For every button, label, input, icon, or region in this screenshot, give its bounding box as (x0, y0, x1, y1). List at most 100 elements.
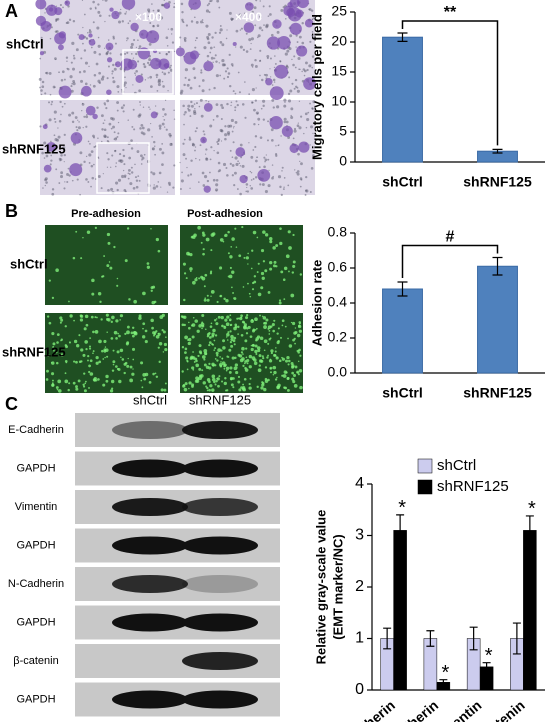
cell-dot (92, 352, 94, 355)
cell-dot (192, 67, 196, 71)
cell-dot (179, 45, 181, 48)
cell-dot (100, 114, 104, 118)
cell-dot (206, 294, 209, 297)
cell-dot (230, 118, 234, 123)
cell-dot (63, 161, 65, 163)
cell-dot (303, 74, 306, 77)
cell-dot (76, 178, 79, 181)
y-tick-label: 5 (339, 123, 347, 139)
zoom-box (96, 142, 150, 194)
cell-dot (110, 320, 113, 324)
cell-dot (150, 227, 152, 230)
cell-dot (191, 383, 195, 387)
cell-dot (296, 172, 300, 176)
cell-dot (221, 357, 224, 360)
cell-dot (297, 122, 299, 124)
cell-dot (93, 163, 95, 166)
cell-dot (154, 331, 157, 334)
blot-band (112, 459, 188, 478)
cell-dot (208, 362, 211, 365)
cell-dot (45, 378, 49, 381)
cell-dot (200, 71, 203, 74)
cell-dot (289, 89, 293, 93)
cell-dot (150, 85, 153, 88)
stained-cell (150, 111, 158, 119)
cell-dot (208, 2, 211, 5)
cell-dot (64, 181, 66, 183)
cell-dot (299, 354, 302, 357)
cell-dot (290, 107, 294, 111)
cell-dot (63, 78, 66, 81)
cell-dot (289, 34, 293, 38)
cell-dot (264, 189, 268, 194)
cell-dot (261, 381, 264, 384)
cell-dot (140, 123, 144, 127)
cell-dot (292, 321, 296, 326)
cell-dot (39, 125, 42, 128)
cell-dot (48, 279, 51, 282)
cell-dot (53, 349, 55, 352)
cell-dot (72, 67, 75, 71)
cell-dot (245, 347, 248, 350)
cell-dot (188, 381, 192, 385)
cell-dot (117, 178, 122, 182)
error-bar (492, 148, 503, 154)
cell-dot (173, 164, 176, 167)
cell-dot (58, 182, 61, 184)
cell-dot (113, 245, 116, 249)
cell-dot (197, 354, 200, 358)
cell-dot (116, 188, 119, 192)
cell-dot (190, 20, 194, 23)
cell-dot (223, 381, 227, 386)
cell-dot (147, 128, 151, 132)
cell-dot (81, 109, 83, 112)
cell-dot (188, 321, 190, 324)
cell-dot (84, 340, 88, 344)
stained-cell (150, 57, 162, 70)
stained-cell (106, 89, 112, 95)
cell-dot (116, 284, 119, 287)
cell-dot (244, 81, 246, 83)
cell-dot (272, 329, 275, 333)
cell-dot (297, 373, 300, 376)
cell-dot (258, 26, 262, 30)
cell-dot (283, 298, 286, 301)
cell-dot (281, 324, 284, 327)
cell-dot (227, 72, 231, 75)
cell-dot (181, 323, 185, 327)
cell-dot (123, 174, 127, 178)
cell-dot (257, 34, 261, 38)
cell-dot (294, 66, 297, 69)
cell-dot (164, 99, 167, 102)
cell-dot (199, 98, 203, 102)
cell-dot (216, 114, 219, 118)
cell-dot (234, 356, 237, 360)
cell-dot (217, 142, 220, 146)
cell-dot (288, 359, 291, 363)
cell-dot (88, 345, 92, 348)
cell-dot (124, 76, 126, 79)
cell-dot (75, 230, 78, 233)
cell-dot (233, 297, 235, 299)
stained-cell (274, 64, 289, 79)
cell-dot (83, 327, 87, 331)
cell-dot (303, 69, 307, 73)
cell-dot (280, 193, 283, 197)
cell-dot (84, 382, 87, 385)
cell-dot (50, 140, 52, 143)
cell-dot (255, 0, 258, 2)
cell-dot (59, 3, 62, 7)
cell-dot (126, 330, 130, 335)
cell-dot (277, 327, 280, 330)
cell-dot (222, 162, 227, 166)
cell-dot (180, 179, 184, 183)
cell-dot (125, 11, 128, 13)
cell-dot (152, 172, 156, 176)
cell-dot (220, 129, 224, 133)
cell-dot (264, 377, 268, 381)
cell-dot (228, 11, 232, 15)
cell-dot (89, 7, 92, 10)
cell-dot (55, 5, 58, 7)
cell-dot (107, 188, 110, 192)
blot-band (182, 498, 258, 516)
